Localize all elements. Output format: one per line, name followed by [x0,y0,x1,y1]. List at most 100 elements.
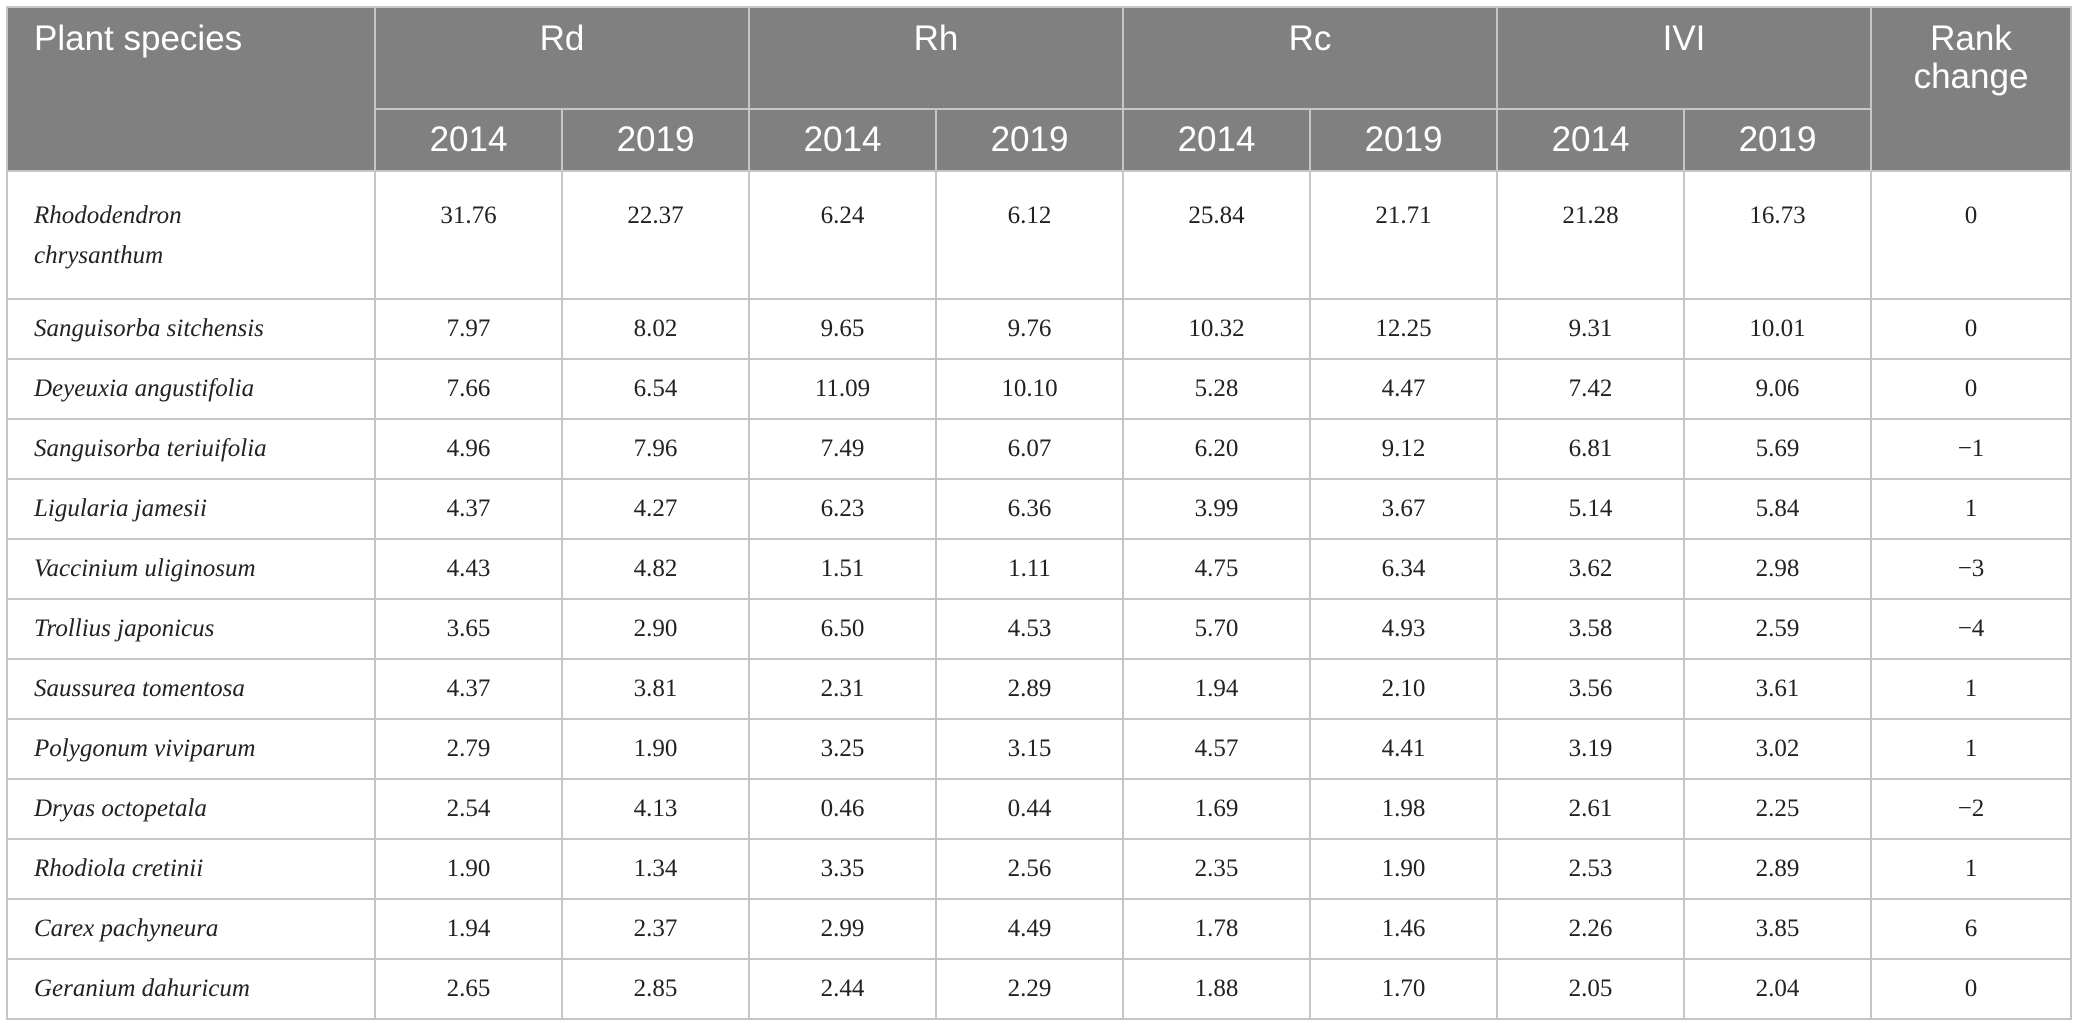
cell-value: 4.93 [1309,598,1498,660]
cell-value: 2.90 [561,598,750,660]
cell-value: 21.71 [1309,170,1498,300]
cell-species: Sanguisorba sitchensis [6,298,376,360]
cell-value: 1.90 [374,838,563,900]
cell-value: 6.24 [748,170,937,300]
cell-value: 4.27 [561,478,750,540]
cell-value: 2.53 [1496,838,1685,900]
cell-species: Geranium dahuricum [6,958,376,1020]
cell-species: Vaccinium uliginosum [6,538,376,600]
cell-value: 5.84 [1682,478,1873,540]
header-group-rh: Rh [748,6,1124,110]
cell-value: 5.14 [1496,478,1685,540]
cell-value: 2.99 [748,898,937,960]
cell-value: 3.02 [1682,718,1873,780]
cell-value: 7.97 [374,298,563,360]
cell-value: 1.69 [1122,778,1311,840]
table-row: Saussurea tomentosa 4.37 3.81 2.31 2.89 1.94 2… [6,658,2073,720]
cell-rank-change: 6 [1870,898,2073,960]
cell-value: 6.34 [1309,538,1498,600]
cell-value: 4.82 [561,538,750,600]
cell-rank-change: 0 [1870,170,2073,300]
cell-value: 2.10 [1309,658,1498,720]
cell-value: 4.43 [374,538,563,600]
cell-rank-change: −2 [1870,778,2073,840]
cell-value: 0.44 [935,778,1124,840]
cell-value: 3.67 [1309,478,1498,540]
table-row: Dryas octopetala 2.54 4.13 0.46 0.44 1.69 1.98… [6,778,2073,840]
cell-value: 6.81 [1496,418,1685,480]
cell-value: 7.42 [1496,358,1685,420]
cell-value: 3.81 [561,658,750,720]
cell-rank-change: 1 [1870,718,2073,780]
cell-value: 0.46 [748,778,937,840]
cell-value: 3.99 [1122,478,1311,540]
cell-value: 9.12 [1309,418,1498,480]
header-rank-change: Rank change [1870,6,2073,172]
table-row: Rhodiola cretinii 1.90 1.34 3.35 2.56 2.35 1.9… [6,838,2073,900]
cell-value: 1.34 [561,838,750,900]
cell-value: 6.23 [748,478,937,540]
cell-value: 2.54 [374,778,563,840]
cell-value: 12.25 [1309,298,1498,360]
table-row: Rhododendron chrysanthum 31.76 22.37 6.24 6.… [6,170,2073,300]
cell-species: Rhododendron chrysanthum [6,170,376,300]
cell-value: 10.10 [935,358,1124,420]
cell-value: 4.75 [1122,538,1311,600]
cell-species: Polygonum viviparum [6,718,376,780]
header-group-ivi: IVI [1495,6,1873,110]
cell-value: 5.28 [1122,358,1311,420]
header-year: 2019 [1682,108,1873,172]
cell-value: 4.47 [1309,358,1498,420]
cell-value: 2.85 [561,958,750,1020]
cell-value: 10.01 [1682,298,1873,360]
cell-species: Trollius japonicus [6,598,376,660]
cell-value: 7.66 [374,358,563,420]
cell-value: 2.35 [1122,838,1311,900]
cell-rank-change: 1 [1870,658,2073,720]
cell-value: 31.76 [374,170,563,300]
cell-value: 16.73 [1682,170,1873,300]
cell-rank-change: −4 [1870,598,2073,660]
cell-species: Ligularia jamesii [6,478,376,540]
cell-value: 1.90 [561,718,750,780]
cell-value: 22.37 [561,170,750,300]
cell-value: 4.37 [374,478,563,540]
cell-value: 2.05 [1496,958,1685,1020]
cell-value: 6.20 [1122,418,1311,480]
cell-value: 2.89 [1682,838,1873,900]
cell-value: 11.09 [748,358,937,420]
cell-species: Sanguisorba teriuifolia [6,418,376,480]
cell-value: 1.90 [1309,838,1498,900]
table-container: Plant species Rd Rh Rc IVI Rank change 2… [6,6,2073,1020]
cell-value: 2.79 [374,718,563,780]
cell-value: 7.96 [561,418,750,480]
cell-value: 1.51 [748,538,937,600]
cell-value: 1.88 [1122,958,1311,1020]
table-row: Carex pachyneura 1.94 2.37 2.99 4.49 1.78 1.46… [6,898,2073,960]
cell-value: 1.11 [935,538,1124,600]
cell-value: 4.49 [935,898,1124,960]
cell-value: 25.84 [1122,170,1311,300]
cell-value: 1.70 [1309,958,1498,1020]
header-plant-species: Plant species [6,6,376,172]
cell-rank-change: 0 [1870,958,2073,1020]
cell-value: 2.61 [1496,778,1685,840]
cell-value: 3.35 [748,838,937,900]
cell-species: Saussurea tomentosa [6,658,376,720]
cell-value: 6.12 [935,170,1124,300]
cell-species: Dryas octopetala [6,778,376,840]
cell-species: Deyeuxia angustifolia [6,358,376,420]
cell-value: 9.31 [1496,298,1685,360]
table-row: Deyeuxia angustifolia 7.66 6.54 11.09 10.10 5… [6,358,2073,420]
cell-value: 9.06 [1682,358,1873,420]
cell-value: 2.04 [1682,958,1873,1020]
cell-rank-change: 0 [1870,358,2073,420]
cell-value: 6.36 [935,478,1124,540]
cell-value: 3.61 [1682,658,1873,720]
cell-value: 1.46 [1309,898,1498,960]
table-row: Polygonum viviparum 2.79 1.90 3.25 3.15 4.57 4… [6,718,2073,780]
cell-value: 4.96 [374,418,563,480]
header-year: 2014 [1496,108,1685,172]
cell-value: 4.57 [1122,718,1311,780]
cell-value: 2.25 [1682,778,1873,840]
